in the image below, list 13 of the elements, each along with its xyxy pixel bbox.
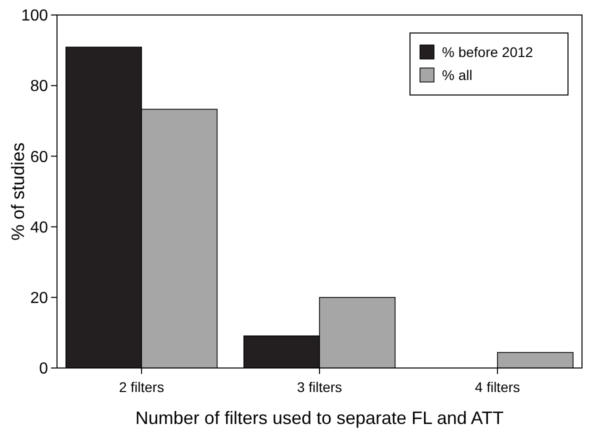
x-axis-title: Number of filters used to separate FL and ATT <box>135 408 504 428</box>
y-axis-title: % of studies <box>8 142 28 241</box>
x-tick-label: 3 filters <box>296 379 342 395</box>
y-tick-label: 20 <box>30 290 48 307</box>
legend-label: % before 2012 <box>442 44 534 60</box>
y-tick-label: 0 <box>39 360 48 378</box>
y-tick-label: 100 <box>21 8 48 25</box>
y-tick-label: 40 <box>30 219 48 236</box>
legend-label: % all <box>442 66 472 83</box>
x-tick-label: 4 filters <box>474 379 520 395</box>
x-tick-label: 2 filters <box>118 379 164 395</box>
y-tick-label: 60 <box>30 148 48 166</box>
y-tick-label: 80 <box>30 78 48 96</box>
